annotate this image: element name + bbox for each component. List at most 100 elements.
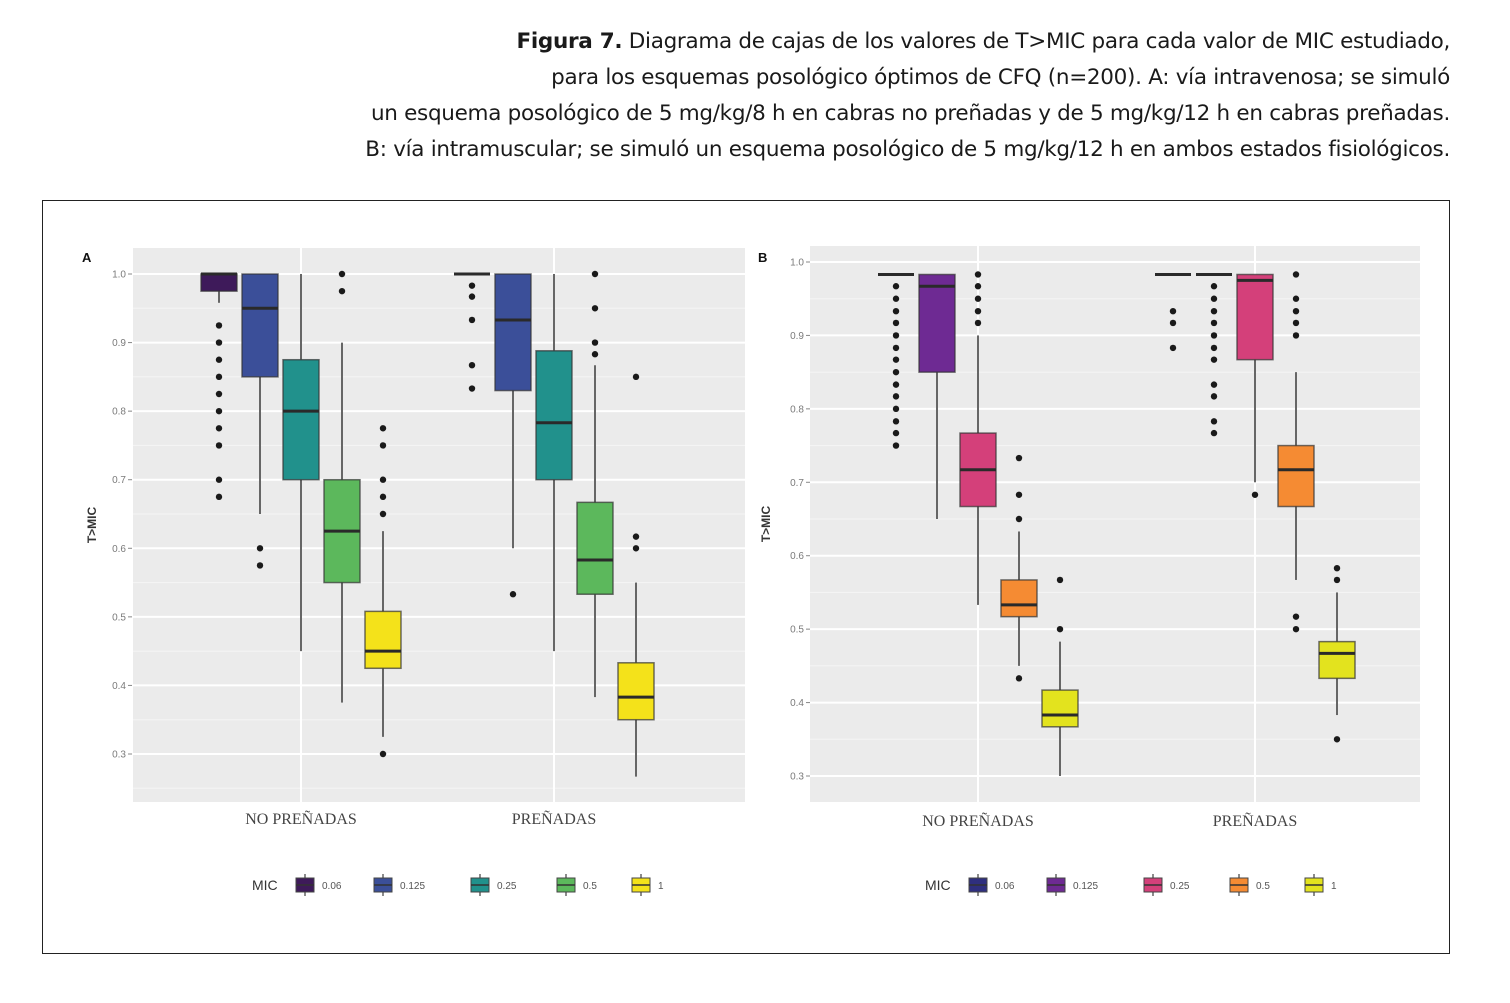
outlier-point	[379, 476, 387, 483]
y-axis-label: T>MIC	[85, 507, 99, 544]
outlier-point	[1292, 319, 1300, 327]
box-0_5-prenadas	[576, 270, 614, 698]
legend-label: 1	[1331, 881, 1337, 892]
outlier-point	[1056, 625, 1064, 633]
outlier-point	[892, 442, 900, 449]
x-category-label: PREÑADAS	[512, 810, 596, 828]
legend-item: 1	[1304, 874, 1337, 896]
legend: MIC 0.06 0.125 0.25 0.5 1	[252, 874, 664, 896]
box-iqr	[200, 273, 238, 292]
outlier-point	[632, 545, 640, 552]
outlier-point	[468, 282, 476, 289]
outlier-point	[1210, 307, 1218, 315]
outlier-point	[974, 319, 982, 327]
outlier-point	[338, 270, 346, 278]
outlier-point	[256, 545, 264, 552]
outlier-point	[1210, 295, 1218, 302]
panel-label: B	[758, 250, 767, 265]
outlier-point	[215, 322, 223, 329]
y-tick-label: 0.9	[790, 331, 804, 342]
outlier-point	[379, 510, 387, 518]
outlier-point	[1169, 307, 1177, 315]
box-iqr	[617, 662, 655, 721]
outlier-point	[892, 381, 900, 388]
outlier-point	[974, 295, 982, 302]
outlier-point	[632, 373, 640, 381]
y-tick-label: 0.8	[790, 404, 804, 415]
outlier-point	[892, 332, 900, 339]
y-tick-label: 0.5	[790, 625, 804, 636]
outlier-point	[892, 295, 900, 302]
outlier-point	[468, 385, 476, 392]
box-0_25-no-prenadas	[959, 271, 997, 605]
legend-item: 0.5	[1229, 874, 1270, 896]
legend-label: 0.06	[995, 881, 1015, 892]
legend-item: 0.06	[968, 874, 1015, 896]
box-iqr	[1041, 689, 1079, 728]
box-0_25-prenadas	[1236, 273, 1274, 498]
outlier-point	[1169, 319, 1177, 327]
outlier-point	[892, 368, 900, 376]
box-0_5-prenadas	[1277, 271, 1315, 633]
box-1-prenadas	[617, 373, 655, 777]
box-0_125-no-prenadas	[241, 273, 279, 569]
legend-item: 1	[631, 874, 664, 896]
legend-item: 0.25	[1143, 874, 1190, 896]
legend-label: 0.125	[1073, 881, 1098, 892]
outlier-point	[1292, 295, 1300, 302]
outlier-point	[892, 307, 900, 315]
outlier-point	[892, 405, 900, 413]
box-1-no-prenadas	[364, 425, 402, 758]
outlier-point	[1333, 564, 1341, 572]
outlier-point	[338, 287, 346, 295]
outlier-point	[215, 476, 223, 483]
outlier-point	[215, 425, 223, 432]
y-tick-label: 0.3	[790, 772, 804, 783]
box-iqr	[1236, 273, 1274, 361]
outlier-point	[892, 344, 900, 352]
outlier-point	[1292, 271, 1300, 278]
box-iqr	[241, 273, 279, 378]
legend-label: 0.5	[1256, 881, 1270, 892]
outlier-point	[892, 319, 900, 327]
legend-label: 1	[658, 881, 664, 892]
outlier-point	[1210, 332, 1218, 339]
caption-line-1: Figura 7. Diagrama de cajas de los valor…	[516, 29, 1450, 54]
legend-item: 0.25	[470, 874, 517, 896]
plot-background	[810, 246, 1420, 802]
box-0_125-prenadas	[1196, 272, 1232, 437]
outlier-point	[215, 339, 223, 346]
box-0_06-no-prenadas	[200, 272, 238, 501]
box-1-prenadas	[1318, 564, 1356, 743]
box-iqr	[494, 273, 532, 392]
y-tick-label: 0.6	[112, 544, 126, 555]
y-tick-label: 0.7	[790, 478, 804, 489]
caption-line-2: para los esquemas posológico óptimos de …	[551, 65, 1450, 90]
y-tick-label: 0.3	[112, 750, 126, 761]
y-tick-label: 0.4	[790, 698, 804, 709]
outlier-point	[468, 316, 476, 324]
outlier-point	[215, 356, 223, 363]
y-tick-label: 0.4	[112, 681, 126, 692]
outlier-point	[1210, 393, 1218, 400]
box-iqr	[1277, 444, 1315, 508]
outlier-point	[892, 429, 900, 437]
legend-item: 0.5	[556, 874, 597, 896]
outlier-point	[215, 390, 223, 398]
box-0_06-prenadas	[454, 272, 490, 392]
outlier-point	[1015, 491, 1023, 498]
y-tick-label: 0.5	[112, 612, 126, 623]
outlier-point	[892, 356, 900, 363]
y-tick-label: 0.9	[112, 338, 126, 349]
legend-label: 0.25	[497, 881, 517, 892]
caption-line-4: B: vía intramuscular; se simuló un esque…	[365, 137, 1450, 162]
outlier-point	[468, 293, 476, 300]
outlier-point	[1056, 576, 1064, 584]
outlier-point	[632, 533, 640, 540]
outlier-point	[1210, 381, 1218, 388]
outlier-point	[1210, 344, 1218, 352]
box-0_06-prenadas	[1155, 272, 1191, 352]
box-0_25-no-prenadas	[282, 274, 320, 652]
legend-title: MIC	[925, 877, 951, 893]
